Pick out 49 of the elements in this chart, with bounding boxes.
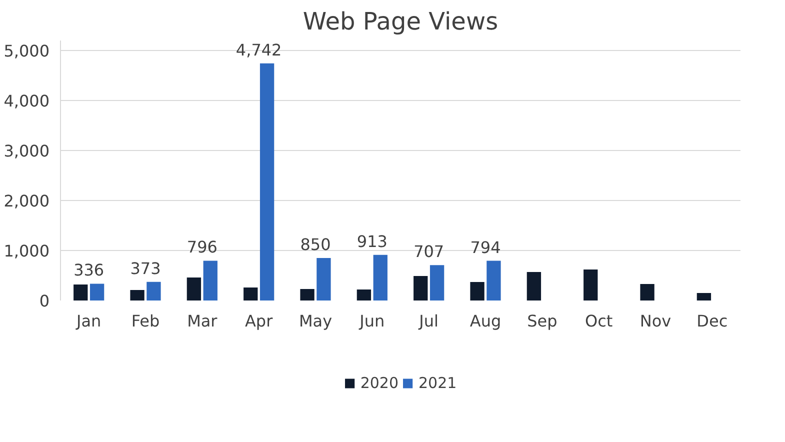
bar	[260, 63, 274, 300]
data-label: 707	[414, 242, 444, 262]
x-tick-label: Dec	[696, 312, 728, 330]
bar	[130, 290, 144, 300]
chart-title: Web Page Views	[302, 8, 498, 36]
bar	[186, 278, 202, 300]
bar	[373, 254, 388, 300]
bar	[526, 272, 542, 300]
data-label: 794	[470, 238, 501, 257]
data-label: 336	[74, 260, 104, 280]
bar	[300, 289, 314, 300]
bar	[356, 290, 372, 300]
x-tick-label: Jan	[76, 312, 102, 330]
x-tick-label: Oct	[585, 312, 613, 330]
y-tick-label: 1,000	[4, 242, 50, 260]
bar	[696, 293, 712, 300]
bar	[430, 265, 444, 300]
y-tick-label: 4,000	[4, 92, 50, 110]
bar	[74, 284, 88, 300]
bar	[584, 270, 598, 300]
y-tick-label: 3,000	[4, 142, 50, 160]
legend-label: 2021	[418, 374, 457, 392]
x-tick-label: Nov	[640, 312, 672, 330]
x-tick-label: Apr	[244, 312, 274, 330]
y-tick-label: 2,000	[4, 192, 50, 210]
x-tick-label: May	[298, 312, 332, 330]
x-tick-label: Jun	[358, 312, 385, 330]
bar	[470, 282, 484, 300]
y-tick-label: 5,000	[4, 42, 50, 60]
x-tick-label: Jul	[418, 312, 438, 330]
bar	[244, 288, 258, 300]
bar	[203, 260, 218, 300]
data-label: 4,742	[236, 40, 282, 60]
x-tick-label: Aug	[470, 312, 502, 330]
data-label: 913	[356, 232, 388, 251]
data-label: 373	[130, 258, 161, 278]
x-tick-label: Sep	[527, 312, 558, 330]
legend-label: 2020	[360, 374, 398, 392]
data-label: 850	[300, 235, 331, 254]
x-tick-label: Mar	[187, 312, 218, 330]
bar	[90, 284, 104, 300]
y-tick-label: 0	[39, 292, 50, 310]
bar	[640, 284, 654, 300]
bar	[316, 258, 331, 300]
bar	[146, 282, 161, 300]
data-label: 796	[186, 238, 218, 257]
x-tick-label: Feb	[131, 312, 160, 330]
bar	[414, 276, 428, 300]
bar	[486, 260, 501, 300]
